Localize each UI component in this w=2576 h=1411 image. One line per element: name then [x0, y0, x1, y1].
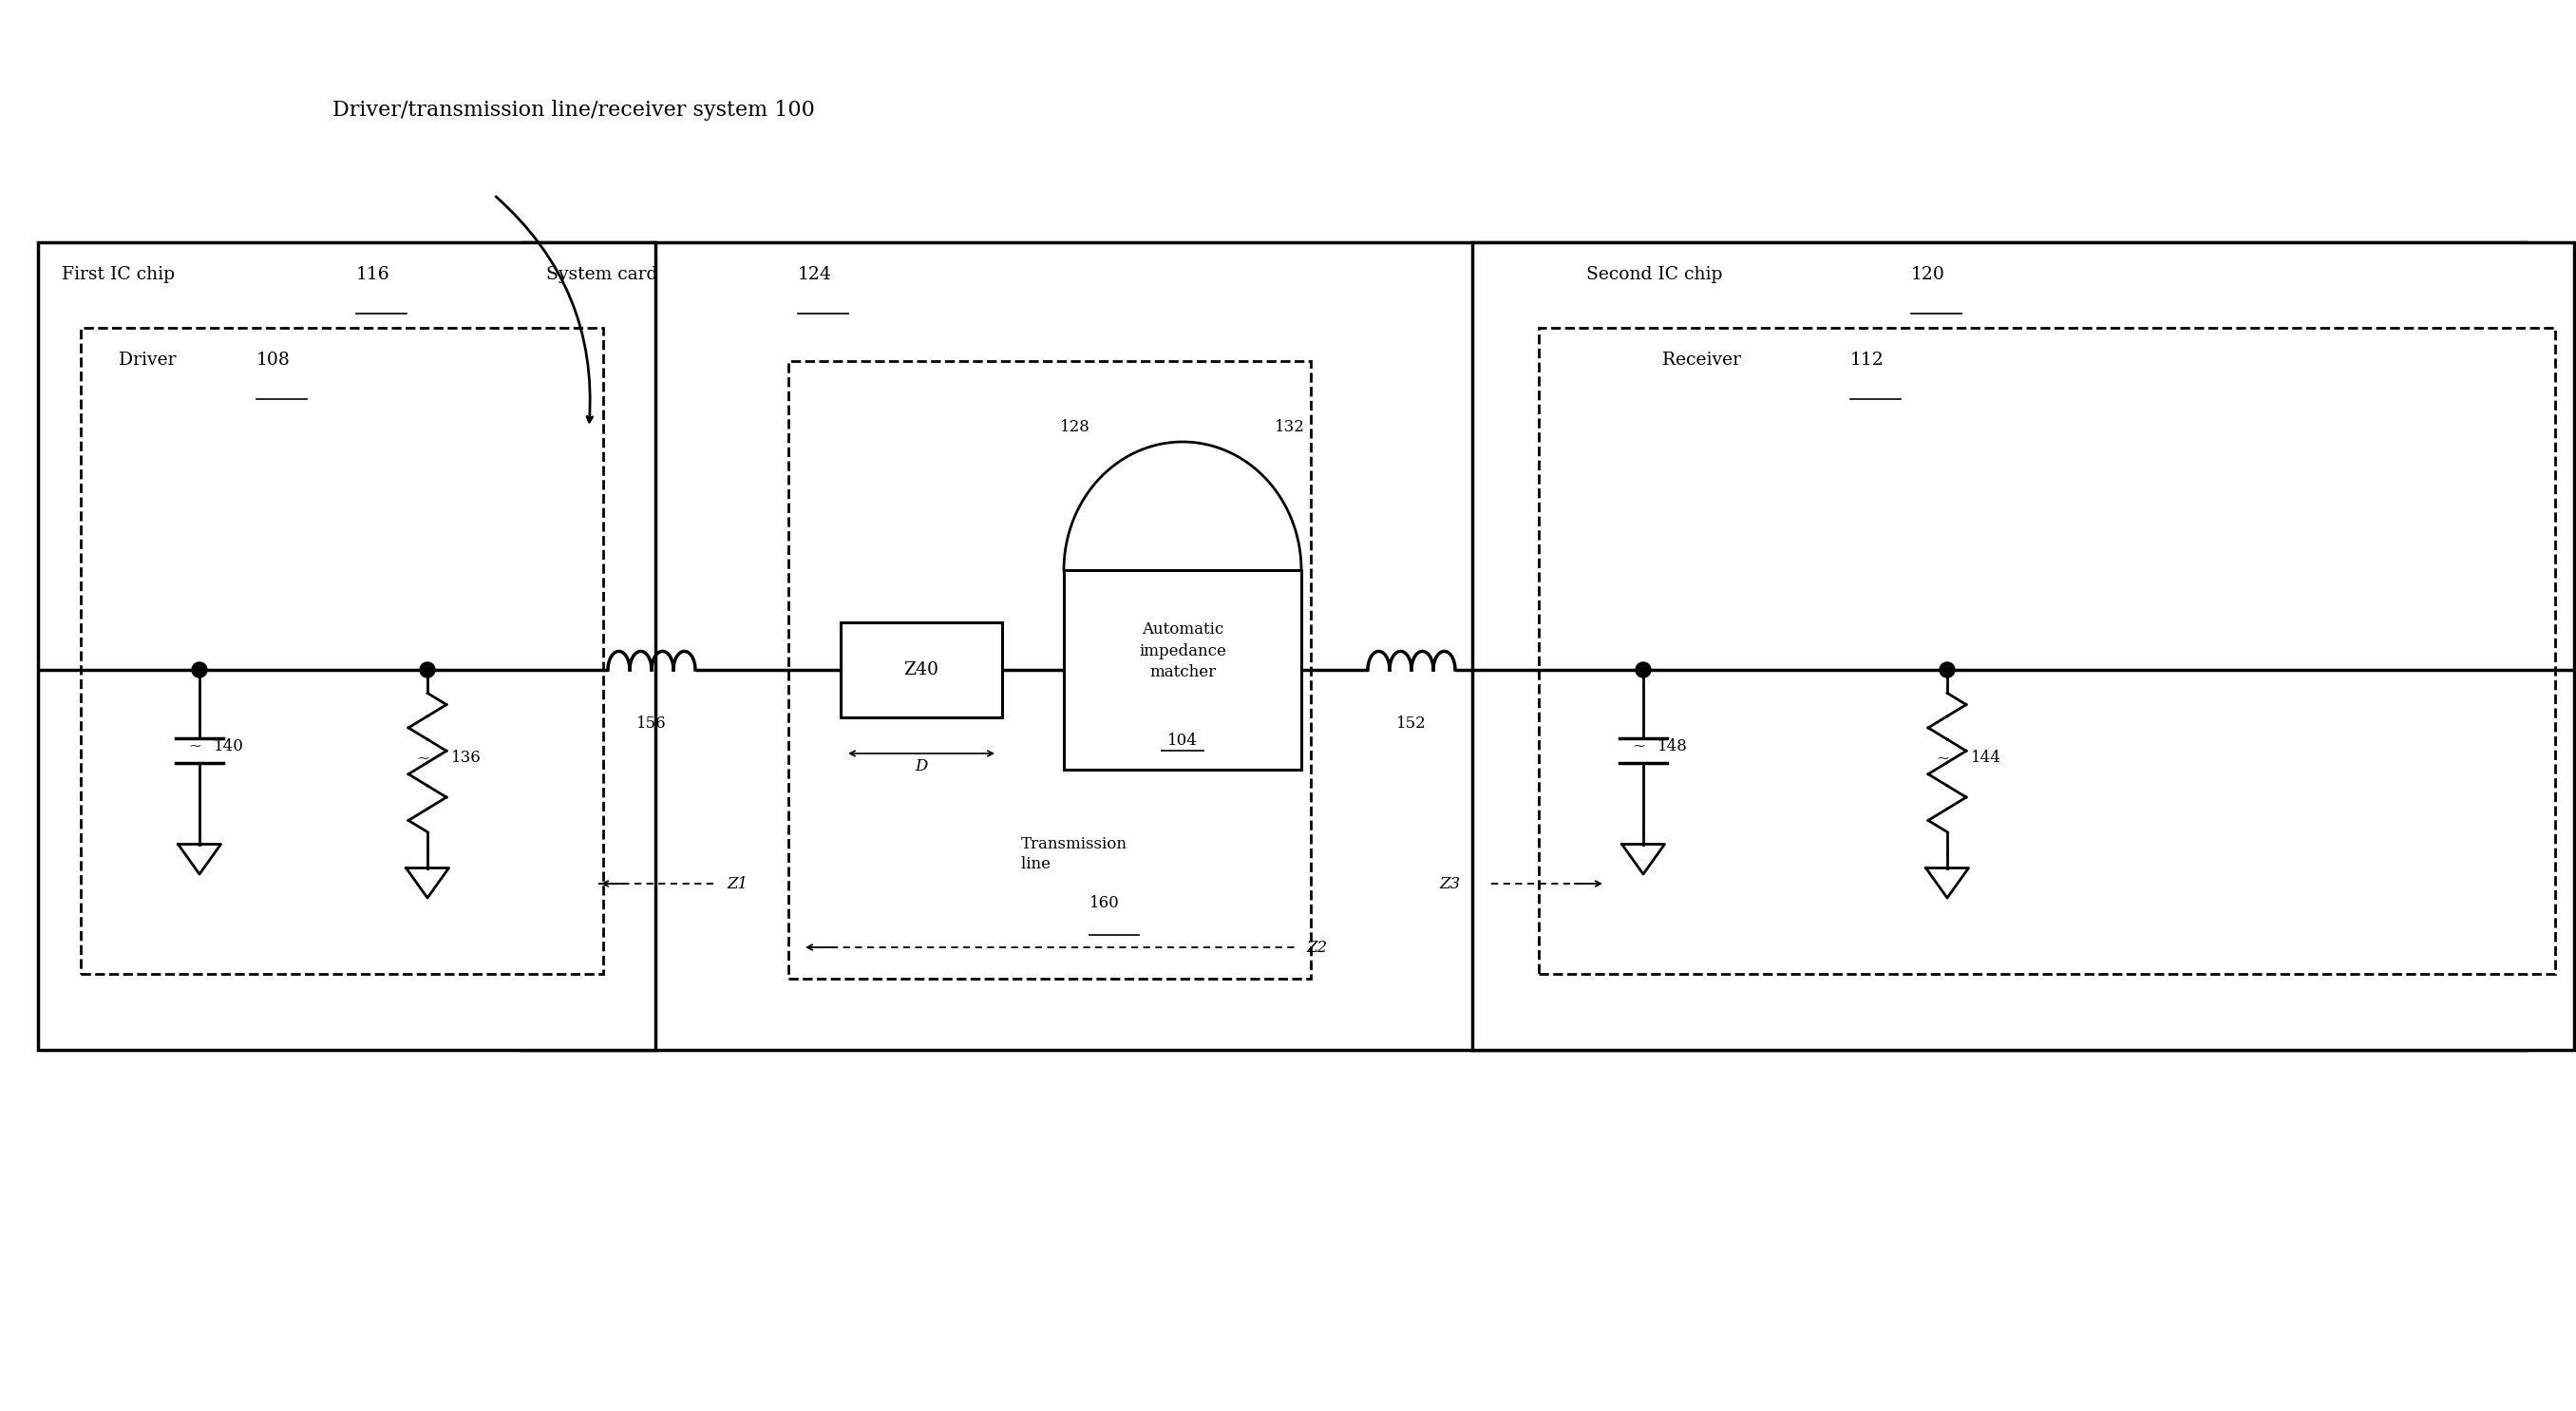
- Text: 148: 148: [1656, 738, 1687, 753]
- Text: Transmission
line: Transmission line: [1020, 837, 1128, 872]
- Text: Automatic
impedance
matcher: Automatic impedance matcher: [1139, 622, 1226, 680]
- Text: ~: ~: [1631, 738, 1646, 753]
- Text: 136: 136: [451, 749, 482, 766]
- Text: System card: System card: [546, 267, 665, 284]
- Text: 104: 104: [1167, 732, 1198, 749]
- Bar: [523, 243, 2527, 1050]
- Text: Second IC chip: Second IC chip: [1587, 267, 1728, 284]
- Text: ~: ~: [1935, 749, 1950, 766]
- Text: 152: 152: [1396, 715, 1427, 732]
- Text: 120: 120: [1911, 267, 1945, 284]
- Bar: [39, 243, 654, 1050]
- Bar: [1064, 570, 1301, 769]
- Text: Z1: Z1: [726, 876, 747, 892]
- Text: ~: ~: [188, 738, 201, 753]
- Text: 160: 160: [1090, 895, 1121, 912]
- Text: Z2: Z2: [1306, 940, 1327, 955]
- Bar: [1473, 243, 2573, 1050]
- Text: 116: 116: [355, 267, 389, 284]
- Text: 124: 124: [799, 267, 832, 284]
- Text: 144: 144: [1971, 749, 2002, 766]
- Bar: [80, 327, 603, 974]
- Text: 128: 128: [1061, 419, 1090, 435]
- Text: D: D: [914, 758, 927, 775]
- Text: First IC chip: First IC chip: [62, 267, 180, 284]
- Text: Receiver: Receiver: [1662, 351, 1747, 368]
- Text: Driver/transmission line/receiver system 100: Driver/transmission line/receiver system…: [332, 100, 814, 121]
- Circle shape: [191, 662, 206, 677]
- Circle shape: [420, 662, 435, 677]
- Text: 112: 112: [1850, 351, 1883, 368]
- Circle shape: [1636, 662, 1651, 677]
- Text: Z3: Z3: [1440, 876, 1461, 892]
- Text: 140: 140: [214, 738, 245, 753]
- Bar: [840, 622, 1002, 717]
- Bar: [788, 361, 1311, 979]
- Circle shape: [1940, 662, 1955, 677]
- Text: 156: 156: [636, 715, 667, 732]
- Text: 108: 108: [258, 351, 291, 368]
- Text: Driver: Driver: [118, 351, 183, 368]
- Text: ~: ~: [417, 749, 430, 766]
- Text: Z40: Z40: [904, 662, 938, 679]
- Bar: [1538, 327, 2555, 974]
- Text: 132: 132: [1275, 419, 1306, 435]
